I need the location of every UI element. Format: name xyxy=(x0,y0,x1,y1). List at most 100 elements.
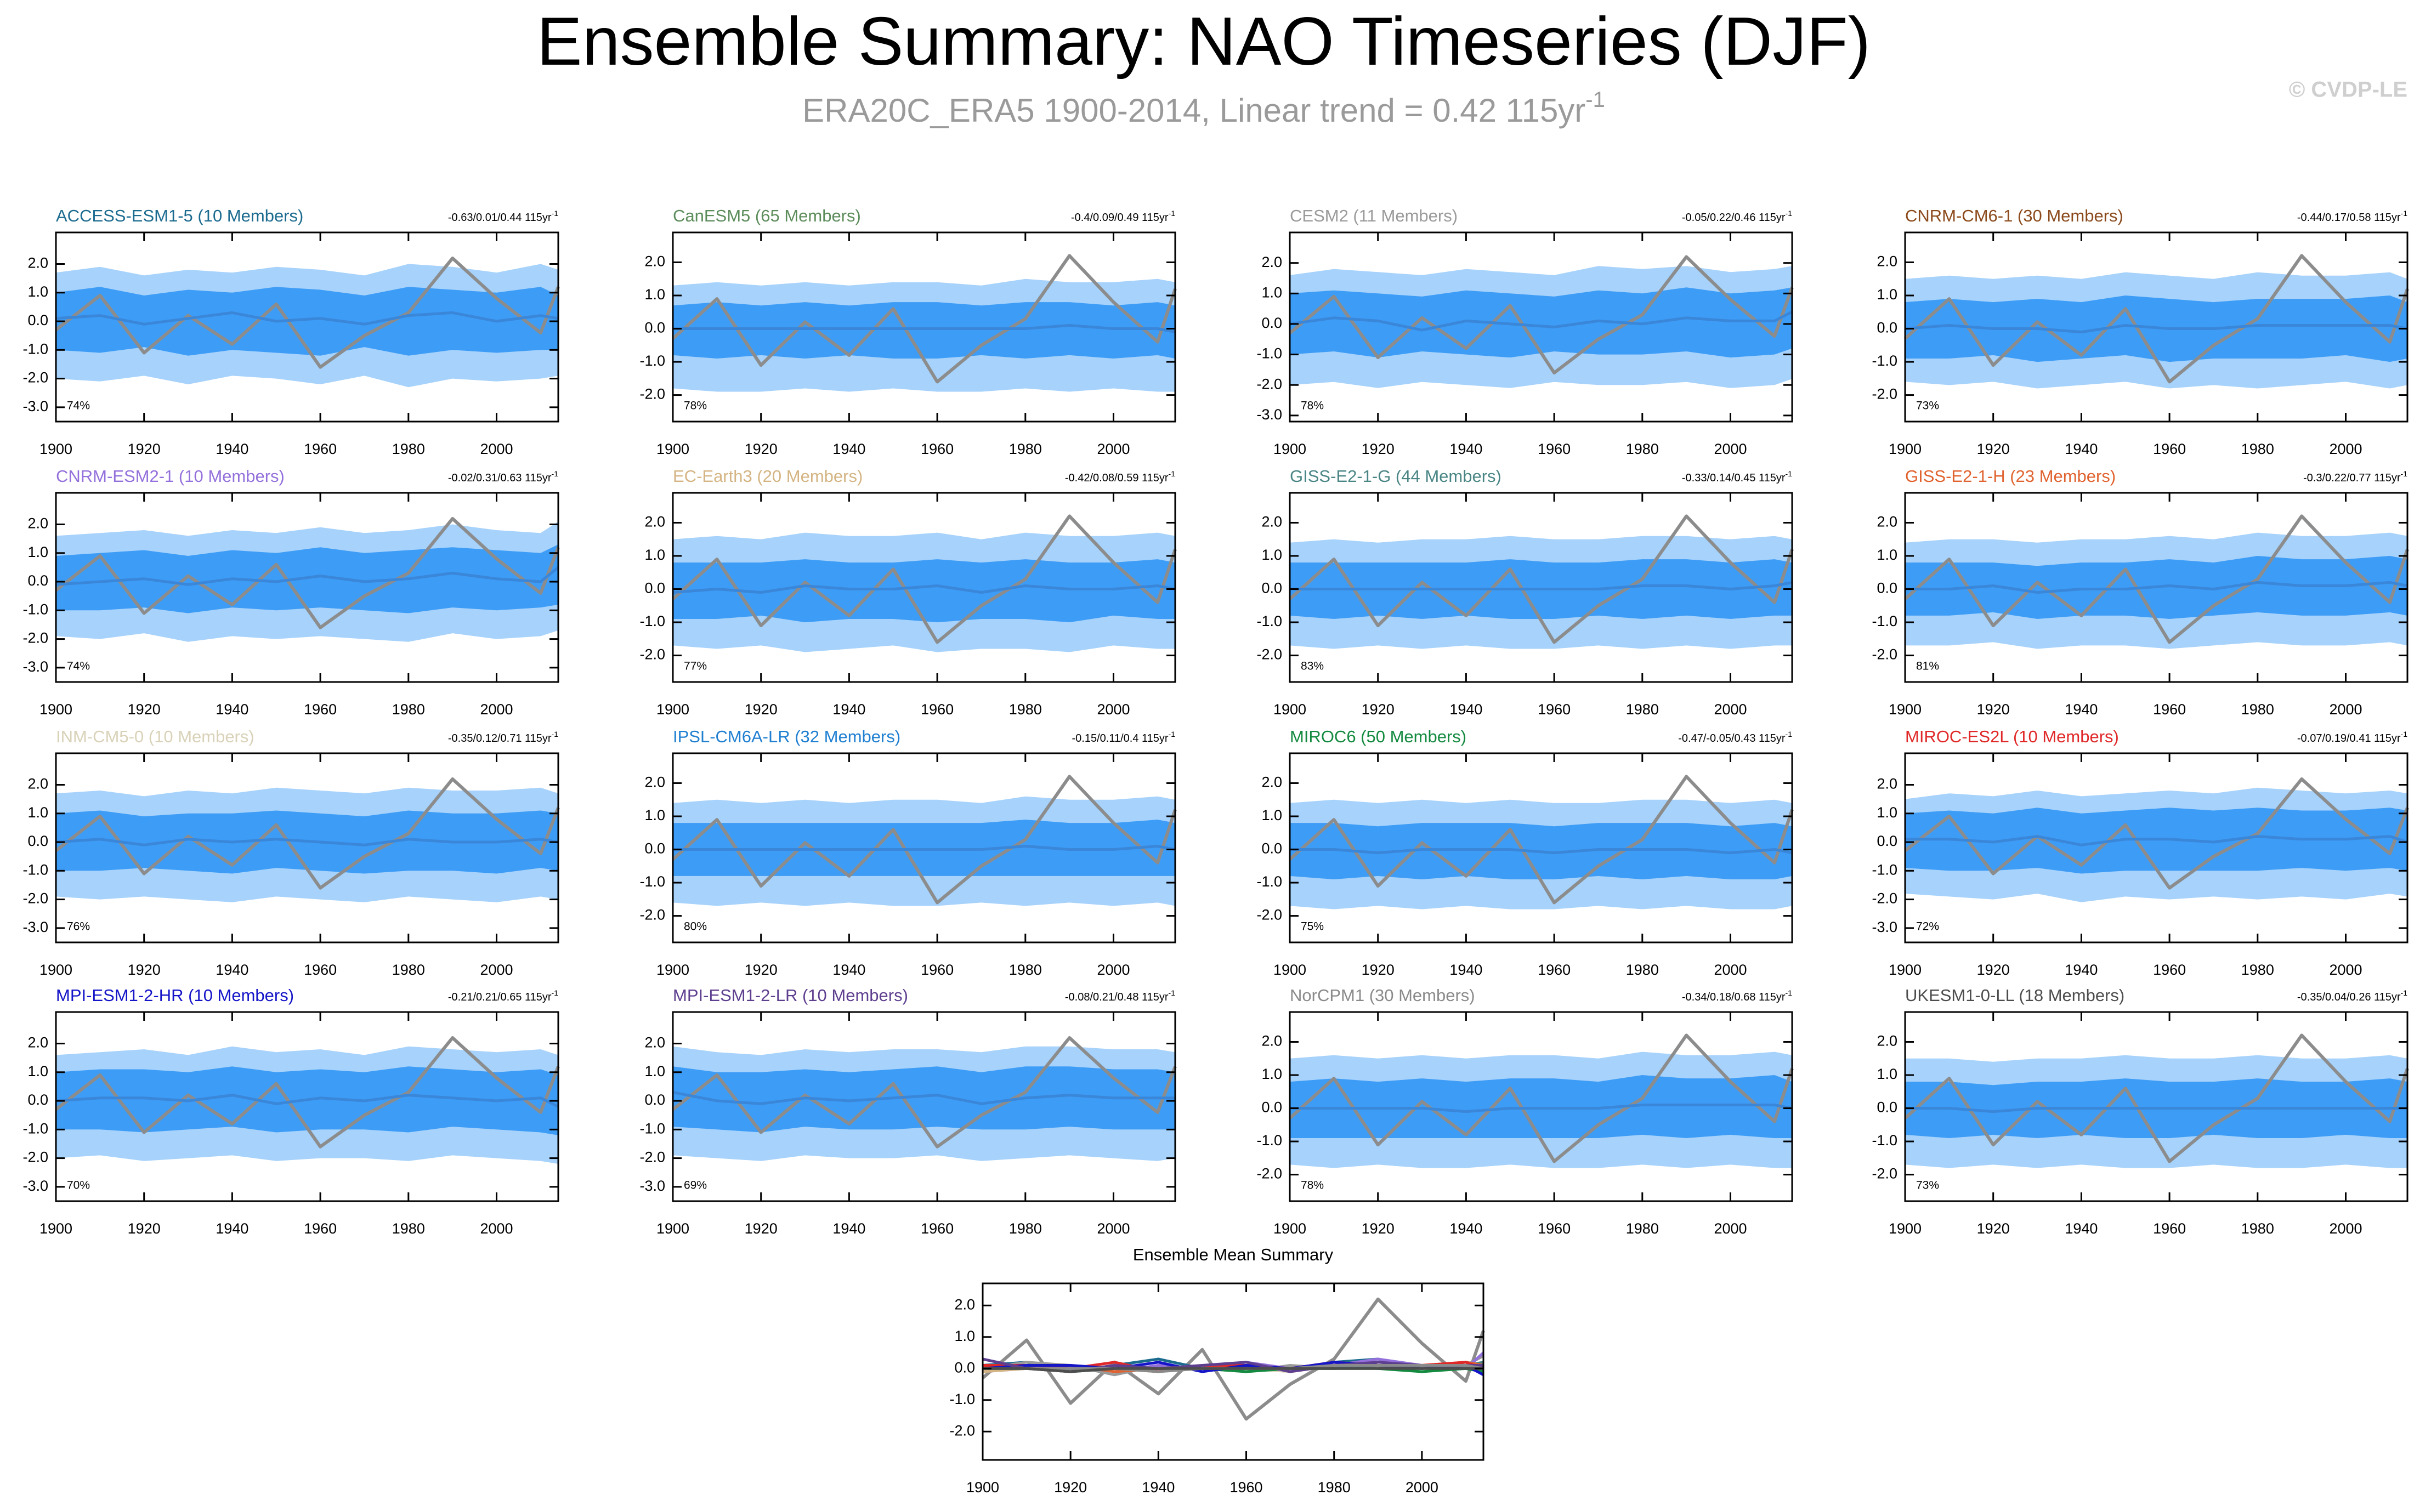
trend-text: -0.63/0.01/0.44 115yr xyxy=(448,212,552,224)
y-tick-label: -2.0 xyxy=(639,1149,665,1166)
x-tick-label: 1900 xyxy=(656,441,689,457)
y-tick-label: 0.0 xyxy=(1877,580,1897,596)
y-tick-label: -2.0 xyxy=(1256,907,1282,923)
plot-border xyxy=(1289,231,1793,423)
x-tick-label: 1940 xyxy=(216,701,248,718)
x-tick-label: 1980 xyxy=(1009,441,1042,457)
x-tick-label: 1980 xyxy=(392,1220,425,1237)
x-tick-label: 1900 xyxy=(656,701,689,718)
x-tick-label: 1980 xyxy=(1626,962,1659,978)
plot-border xyxy=(1289,492,1793,683)
ensemble-band xyxy=(673,820,1175,876)
percent-annotation: 77% xyxy=(684,660,707,673)
y-tick-label: 2.0 xyxy=(644,774,665,791)
panel-title: CNRM-ESM2-1 (10 Members) xyxy=(56,467,285,486)
x-tick-label: 1960 xyxy=(1538,701,1571,718)
observed-line xyxy=(1903,1033,2409,1163)
y-tick-label: 0.0 xyxy=(1261,840,1282,857)
observed-line xyxy=(1288,775,1794,905)
y-tick-label: 0.0 xyxy=(1261,1099,1282,1116)
panel-title: GISS-E2-1-H (23 Members) xyxy=(1905,467,2116,486)
plot-border xyxy=(1904,752,2409,943)
x-tick-label: 2000 xyxy=(2329,962,2362,978)
y-tick-label: -1.0 xyxy=(1256,345,1282,362)
y-tick-label: 0.0 xyxy=(1261,580,1282,596)
y-tick-label: 0.0 xyxy=(1877,1099,1897,1116)
x-tick-label: 2000 xyxy=(2329,1220,2362,1237)
y-tick-label: 0.0 xyxy=(644,320,665,336)
y-tick-label: 1.0 xyxy=(27,283,48,300)
trend-text: -0.4/0.09/0.49 115yr xyxy=(1071,212,1169,224)
panel-title: CESM2 (11 Members) xyxy=(1290,206,1458,225)
x-tick-label: 1920 xyxy=(1362,441,1395,457)
x-tick-label: 1980 xyxy=(1009,962,1042,978)
y-tick-label: -2.0 xyxy=(949,1422,975,1439)
trend-label: -0.47/-0.05/0.43 115yr-1 xyxy=(1678,730,1792,745)
trend-label: -0.07/0.19/0.41 115yr-1 xyxy=(2297,730,2407,745)
observed-line xyxy=(671,514,1177,644)
percent-annotation: 78% xyxy=(684,400,707,412)
x-tick-label: 1940 xyxy=(832,962,865,978)
trend-text: -0.08/0.21/0.48 115yr xyxy=(1065,991,1169,1003)
ensemble-mean-line xyxy=(55,838,559,846)
y-tick-label: 2.0 xyxy=(1877,514,1897,530)
y-tick-label: 1.0 xyxy=(1261,547,1282,563)
percent-annotation: 74% xyxy=(67,660,90,673)
panel-title: UKESM1-0-LL (18 Members) xyxy=(1905,986,2124,1005)
x-tick-label: 1900 xyxy=(1273,701,1306,718)
x-tick-label: 1940 xyxy=(1449,441,1482,457)
panel: 2.0 1.0 0.0 -1.0 -2.0 1900 1920 1940 1960 1980 200… xyxy=(1256,727,1794,978)
observed-line xyxy=(55,257,560,369)
panel-title: GISS-E2-1-G (44 Members) xyxy=(1290,467,1501,486)
y-tick-label: -2.0 xyxy=(22,890,48,907)
y-tick-label: -1.0 xyxy=(22,861,48,878)
plot-border xyxy=(1289,1011,1793,1202)
trend-exponent: -1 xyxy=(2401,988,2408,997)
y-tick-label: -1.0 xyxy=(1872,1132,1897,1149)
x-tick-label: 2000 xyxy=(1714,701,1747,718)
y-tick-label: -1.0 xyxy=(1256,873,1282,890)
panel: 2.0 1.0 0.0 -1.0 -2.0 -3.0 1900 1920 1940 1960 198… xyxy=(639,986,1177,1237)
y-tick-label: -1.0 xyxy=(1256,613,1282,629)
y-tick-label: -2.0 xyxy=(22,630,48,646)
x-tick-label: 1920 xyxy=(1362,701,1395,718)
x-tick-label: 1960 xyxy=(2153,701,2186,718)
x-tick-label: 1920 xyxy=(1362,962,1395,978)
ensemble-mean-line xyxy=(1905,1107,2407,1113)
x-tick-label: 1920 xyxy=(745,441,778,457)
x-tick-label: 1940 xyxy=(1449,701,1482,718)
plot-border xyxy=(672,231,1176,423)
x-tick-label: 2000 xyxy=(2329,441,2362,457)
x-tick-label: 2000 xyxy=(480,1220,513,1237)
y-tick-label: -1.0 xyxy=(22,340,48,357)
panel: 2.0 1.0 0.0 -1.0 -2.0 1900 1920 1940 1960 1980 200… xyxy=(949,1245,1485,1496)
y-tick-label: -2.0 xyxy=(1256,646,1282,663)
x-tick-label: 2000 xyxy=(1714,1220,1747,1237)
observed-line xyxy=(671,254,1177,384)
x-tick-label: 1940 xyxy=(2065,1220,2098,1237)
observed-line xyxy=(1288,514,1794,644)
trend-text: -0.33/0.14/0.45 115yr xyxy=(1682,472,1786,484)
y-tick-label: 1.0 xyxy=(954,1328,975,1344)
x-tick-label: 1920 xyxy=(745,962,778,978)
percent-annotation: 69% xyxy=(684,1179,707,1192)
x-tick-label: 1900 xyxy=(656,962,689,978)
y-tick-label: -2.0 xyxy=(639,907,665,923)
y-tick-label: -2.0 xyxy=(22,370,48,386)
ensemble-band xyxy=(673,559,1175,623)
y-tick-label: 0.0 xyxy=(644,580,665,596)
x-tick-label: 1980 xyxy=(2241,701,2274,718)
y-tick-label: -2.0 xyxy=(1256,1166,1282,1182)
trend-exponent: -1 xyxy=(1169,988,1176,997)
y-tick-label: 0.0 xyxy=(954,1359,975,1375)
ensemble-mean-line xyxy=(1290,581,1793,590)
figure-subtitle: ERA20C_ERA5 1900-2014, Linear trend = 0.… xyxy=(802,88,1605,129)
x-tick-label: 1980 xyxy=(1626,441,1659,457)
percent-annotation: 78% xyxy=(1301,400,1324,412)
panel-title: MIROC-ES2L (10 Members) xyxy=(1905,727,2119,746)
x-tick-label: 1960 xyxy=(921,1220,954,1237)
percent-annotation: 76% xyxy=(67,920,90,933)
y-tick-label: 1.0 xyxy=(1877,286,1897,303)
percent-annotation: 80% xyxy=(684,920,707,933)
y-tick-label: 0.0 xyxy=(1877,833,1897,849)
